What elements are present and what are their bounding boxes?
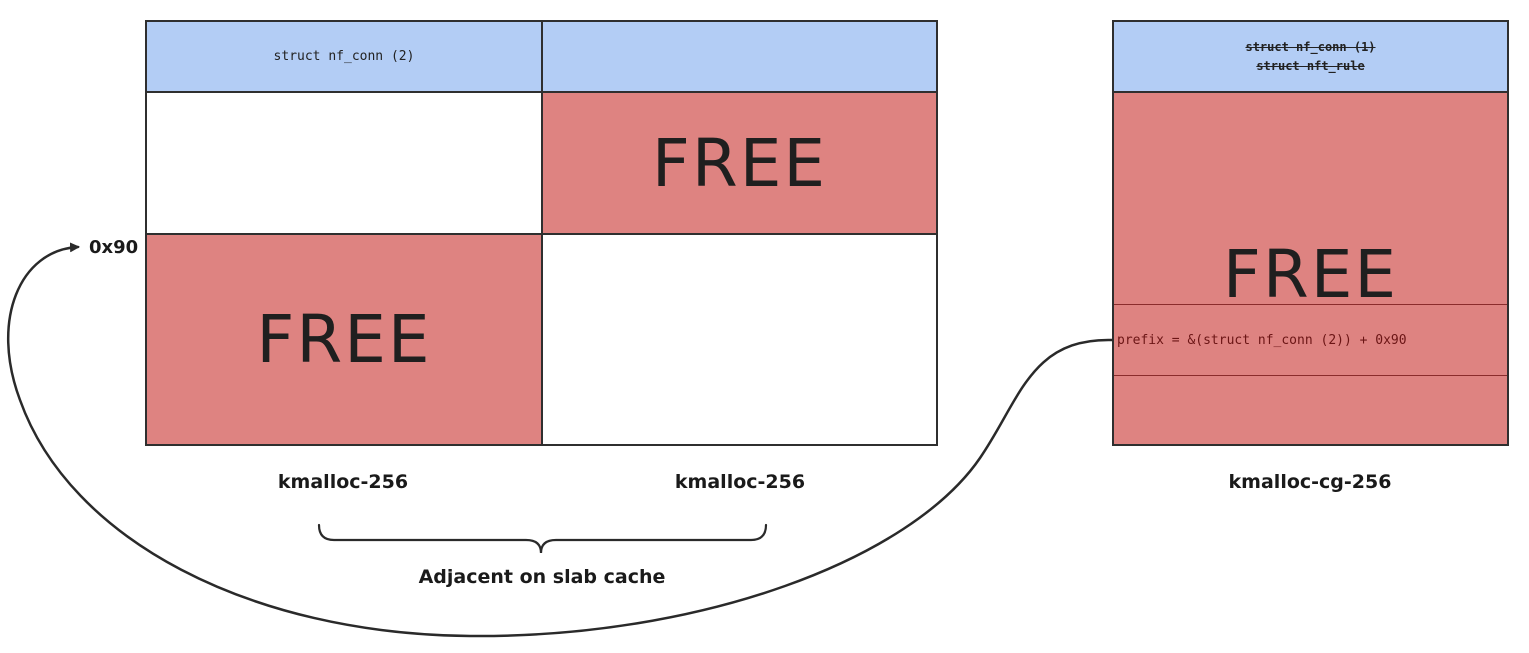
prefix-field: prefix = &(struct nf_conn (2)) + 0x90: [1114, 304, 1507, 376]
left-free-label: FREE: [256, 301, 432, 378]
right-slab-header: struct nf_conn (1) struct nft_rule: [1112, 20, 1509, 93]
right-slab-free-object: FREE: [1112, 91, 1509, 446]
right-slab-caption: kmalloc-cg-256: [1228, 471, 1392, 493]
right-slab-header-line2: struct nft_rule: [1256, 58, 1365, 73]
adjacent-brace-caption: Adjacent on slab cache: [418, 566, 666, 588]
right-slab-header-line1: struct nf_conn (1): [1245, 39, 1376, 54]
middle-slab-free-object: FREE: [541, 91, 938, 235]
middle-slab-lower-object: [541, 233, 938, 446]
middle-slab-caption: kmalloc-256: [674, 471, 806, 493]
left-slab-header: struct nf_conn (2): [145, 20, 543, 93]
right-free-label: FREE: [1222, 236, 1399, 313]
left-slab-header-label: struct nf_conn (2): [273, 49, 415, 64]
middle-free-label: FREE: [651, 124, 828, 202]
left-slab-upper-object: [145, 91, 543, 235]
offset-label: 0x90: [89, 237, 139, 258]
left-slab-caption: kmalloc-256: [277, 471, 409, 493]
adjacent-brace: [317, 523, 768, 554]
prefix-pointer-arrow: [6, 242, 1114, 638]
prefix-field-text: prefix = &(struct nf_conn (2)) + 0x90: [1117, 332, 1407, 348]
